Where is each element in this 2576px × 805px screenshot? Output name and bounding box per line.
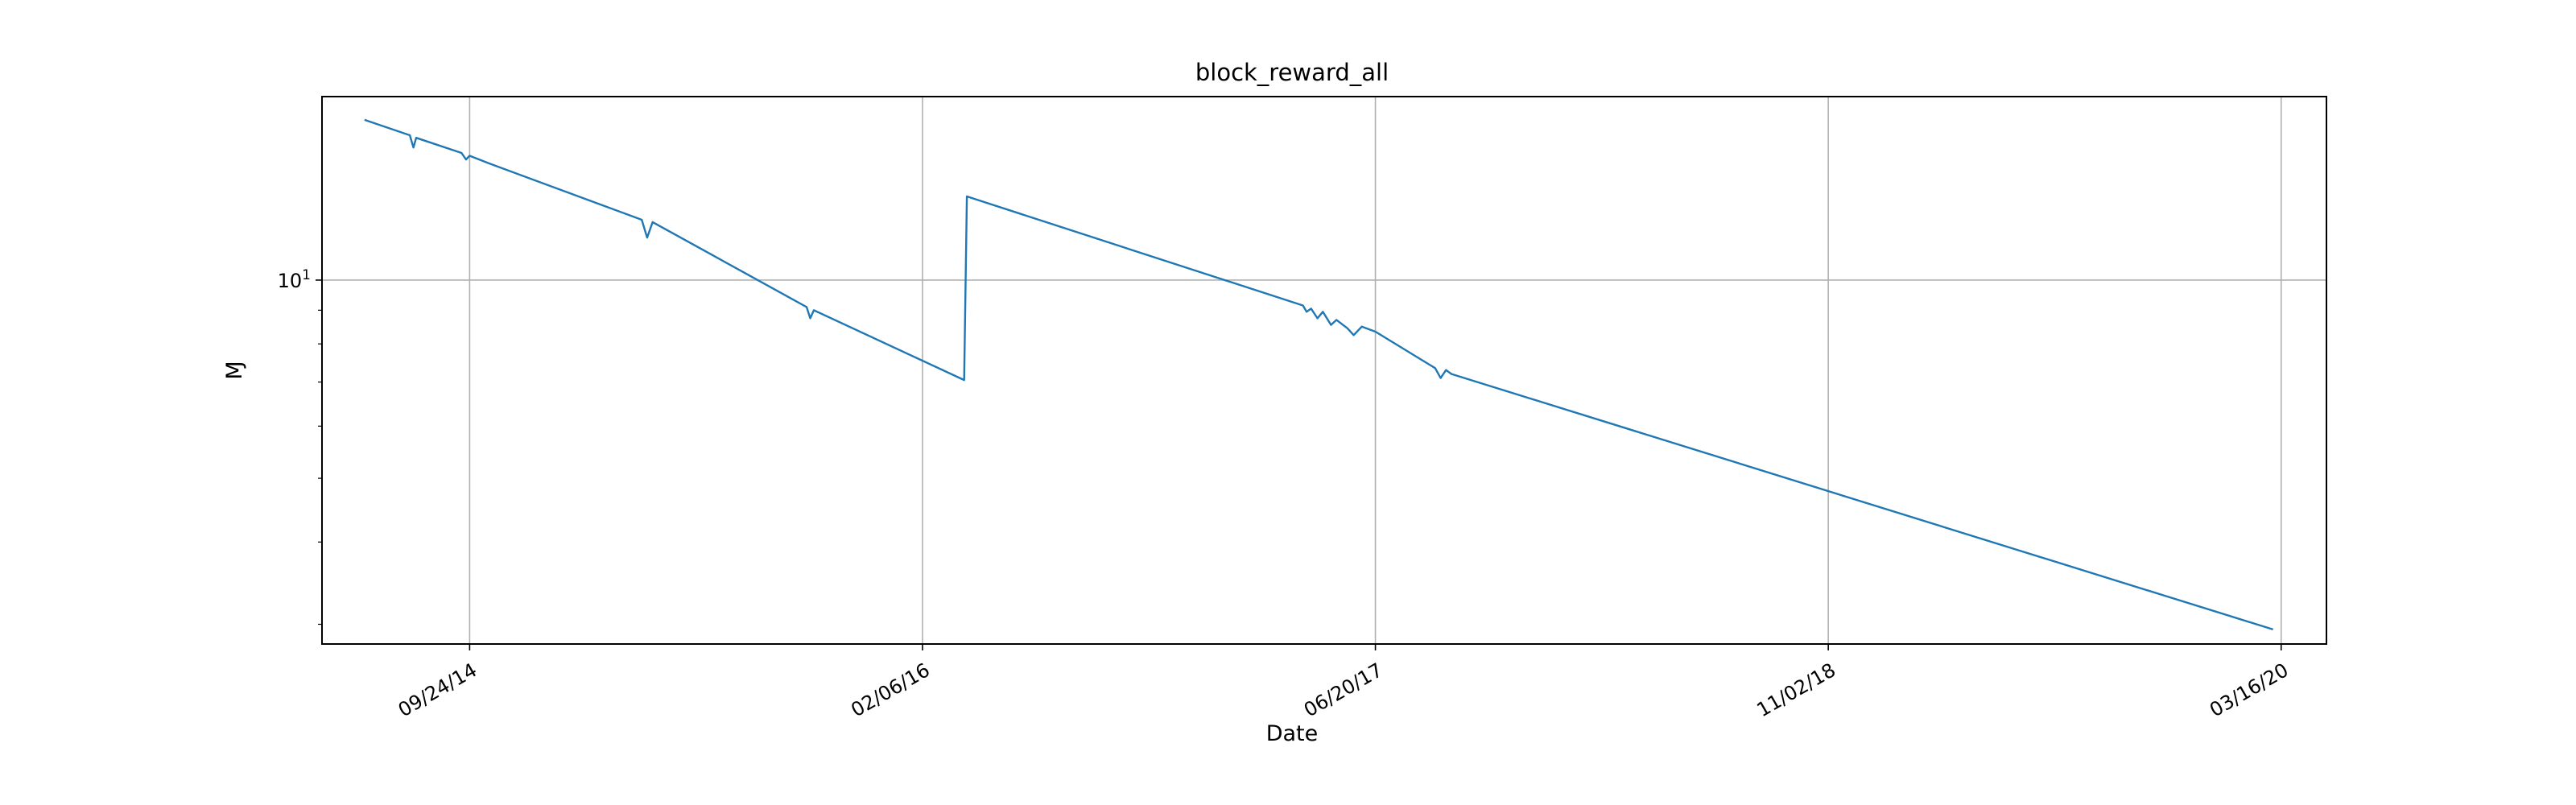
y-tick-label: 101 (278, 267, 311, 292)
x-axis-label: Date (1266, 721, 1319, 746)
x-tick-label: 03/16/20 (2206, 658, 2292, 721)
x-tick-label: 06/20/17 (1300, 658, 1386, 721)
y-axis-ticks: 101 (278, 267, 322, 625)
x-tick-label: 11/02/18 (1753, 658, 1839, 721)
chart-title: block_reward_all (1195, 59, 1389, 86)
x-axis-ticks: 09/24/14 02/06/16 06/20/17 11/02/18 03/16/20 (394, 644, 2293, 721)
x-tick-label: 02/06/16 (847, 658, 933, 721)
y-axis-label: Ɱ (222, 361, 247, 379)
plot-frame (321, 96, 2327, 645)
x-tick-label: 09/24/14 (394, 658, 481, 721)
series-line-1 (364, 118, 2274, 631)
series-layer (364, 118, 2274, 631)
grid-layer (322, 97, 2326, 644)
